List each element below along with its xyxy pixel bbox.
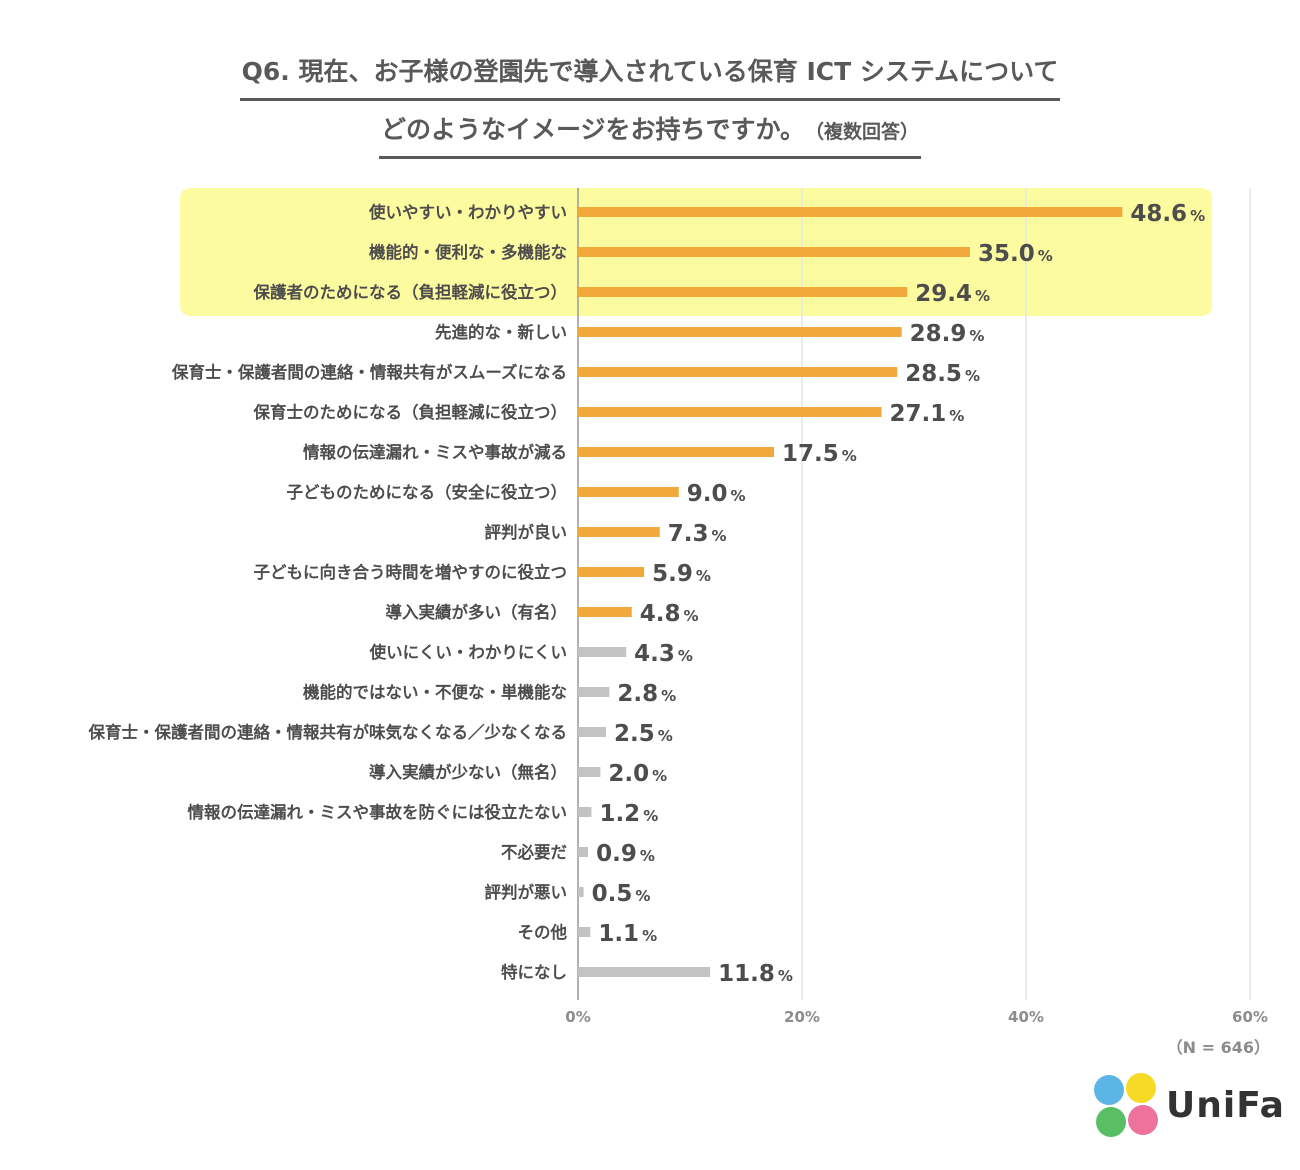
percent-sign: % xyxy=(778,967,793,985)
percent-sign: % xyxy=(965,367,980,385)
percent-sign: % xyxy=(1038,247,1053,265)
chart-title-line2: どのようなイメージをお持ちですか。（複数回答） xyxy=(0,110,1300,159)
data-label: 2.5% xyxy=(614,721,673,747)
category-label: 使いやすい・わかりやすい xyxy=(368,202,567,222)
x-tick-label: 40% xyxy=(1008,1008,1044,1026)
category-label: 保護者のためになる（負担軽減に役立つ） xyxy=(253,282,568,302)
chart-title-wrap-2: どのようなイメージをお持ちですか。（複数回答） xyxy=(378,110,922,159)
category-label: その他 xyxy=(518,922,568,942)
bar xyxy=(578,807,592,817)
data-label: 11.8% xyxy=(718,961,793,987)
category-label: 評判が良い xyxy=(485,522,568,542)
data-label: 5.9% xyxy=(652,561,711,587)
percent-sign: % xyxy=(640,847,655,865)
category-label: 特になし xyxy=(501,962,567,982)
bar xyxy=(578,287,908,297)
percent-sign: % xyxy=(658,727,673,745)
category-label: 機能的・便利な・多機能な xyxy=(369,242,567,262)
category-label: 導入実績が少ない（無名） xyxy=(369,762,567,782)
data-label: 27.1% xyxy=(890,401,965,427)
percent-sign: % xyxy=(949,407,964,425)
percent-sign: % xyxy=(975,287,990,305)
percent-sign: % xyxy=(684,607,699,625)
data-label: 2.8% xyxy=(617,681,676,707)
sample-size-note: （N = 646） xyxy=(1166,1038,1270,1057)
data-label: 0.9% xyxy=(596,841,655,867)
bar xyxy=(578,767,601,777)
data-label: 4.3% xyxy=(634,641,693,667)
bar xyxy=(578,407,882,417)
data-label: 7.3% xyxy=(668,521,727,547)
category-label: 保育士・保護者間の連絡・情報共有が味気なくなる／少なくなる xyxy=(88,722,568,742)
chart-title-text-2: どのようなイメージをお持ちですか。 xyxy=(380,115,805,144)
bar-chart: 0% 20% 40% 60%使いやすい・わかりやすい 48.6 %機能的・便利な・多機能な… xyxy=(88,188,1268,1026)
category-label: 評判が悪い xyxy=(485,882,568,902)
x-tick-label: 60% xyxy=(1232,1008,1268,1026)
bar xyxy=(578,207,1123,217)
bar xyxy=(578,487,679,497)
category-label: 子どものためになる（安全に役立つ） xyxy=(287,482,568,502)
percent-sign: % xyxy=(652,767,667,785)
bar xyxy=(578,967,711,977)
category-label: 情報の伝達漏れ・ミスや事故を防ぐには役立たない xyxy=(188,802,568,822)
category-label: 保育士・保護者間の連絡・情報共有がスムーズになる xyxy=(171,362,567,382)
chart-title-note: （複数回答） xyxy=(805,121,920,143)
bar xyxy=(578,727,606,737)
logo-text: UniFa xyxy=(1166,1085,1285,1126)
category-label: 導入実績が多い（有名） xyxy=(386,602,568,622)
logo-dot-green xyxy=(1096,1107,1126,1137)
bar xyxy=(578,687,610,697)
data-label: 1.1% xyxy=(598,921,657,947)
bar xyxy=(578,887,584,897)
category-label: 不必要だ xyxy=(501,842,568,862)
chart-title-line1: Q6. 現在、お子様の登園先で導入されている保育 ICT システムについて xyxy=(0,52,1300,101)
category-label: 機能的ではない・不便な・単機能な xyxy=(303,682,567,702)
logo-dot-pink xyxy=(1128,1105,1158,1135)
bar xyxy=(578,647,627,657)
bar xyxy=(578,367,898,377)
bar xyxy=(578,447,774,457)
percent-sign: % xyxy=(1190,207,1205,225)
bar xyxy=(578,327,902,337)
bar xyxy=(578,567,645,577)
percent-sign: % xyxy=(712,527,727,545)
chart-title-text-1: Q6. 現在、お子様の登園先で導入されている保育 ICT システムについて xyxy=(239,52,1061,101)
x-tick-label: 20% xyxy=(784,1008,820,1026)
percent-sign: % xyxy=(635,887,650,905)
percent-sign: % xyxy=(643,807,658,825)
data-label: 17.5% xyxy=(782,441,857,467)
category-label: 保育士のためになる（負担軽減に役立つ） xyxy=(253,402,568,422)
data-label: 9.0% xyxy=(687,481,746,507)
data-label: 35.0% xyxy=(978,241,1053,267)
bar xyxy=(578,847,589,857)
logo-dot-blue xyxy=(1094,1075,1124,1105)
data-label: 4.8% xyxy=(640,601,699,627)
bar xyxy=(578,927,591,937)
unifa-logo: UniFa xyxy=(1094,1073,1284,1143)
data-label: 2.0% xyxy=(608,761,667,787)
bar xyxy=(578,607,632,617)
data-label: 28.5% xyxy=(905,361,980,387)
data-label: 0.5% xyxy=(592,881,651,907)
logo-dot-yellow xyxy=(1126,1073,1156,1103)
category-label: 情報の伝達漏れ・ミスや事故が減る xyxy=(303,442,567,462)
category-label: 子どもに向き合う時間を増やすのに役立つ xyxy=(254,562,568,582)
percent-sign: % xyxy=(969,327,984,345)
x-tick-label: 0% xyxy=(565,1008,590,1026)
category-label: 先進的な・新しい xyxy=(435,322,567,342)
data-label: 1.2% xyxy=(599,801,658,827)
percent-sign: % xyxy=(661,687,676,705)
percent-sign: % xyxy=(642,927,657,945)
bar xyxy=(578,247,970,257)
percent-sign: % xyxy=(696,567,711,585)
bar xyxy=(578,527,660,537)
percent-sign: % xyxy=(731,487,746,505)
category-label: 使いにくい・わかりにくい xyxy=(369,642,567,662)
data-label: 28.9% xyxy=(910,321,985,347)
percent-sign: % xyxy=(678,647,693,665)
percent-sign: % xyxy=(842,447,857,465)
